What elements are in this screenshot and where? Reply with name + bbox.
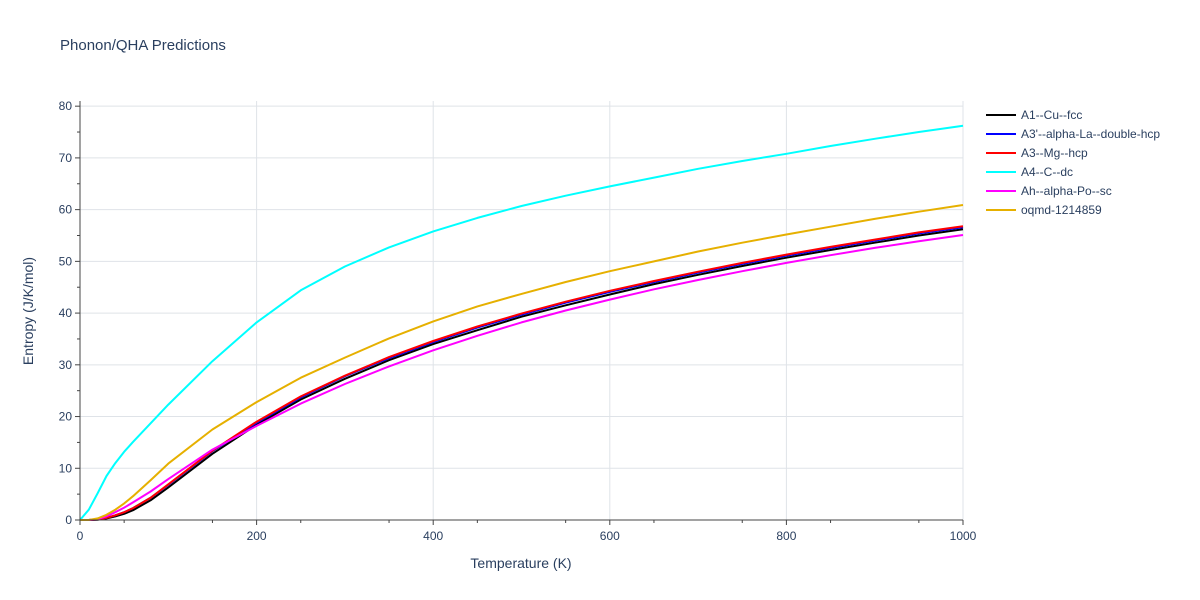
legend-label: A4--C--dc [1021, 165, 1073, 179]
axes [75, 101, 964, 525]
legend-item[interactable]: Ah--alpha-Po--sc [986, 184, 1112, 198]
series-line-4 [80, 234, 964, 521]
x-tick-label: 1000 [950, 529, 977, 543]
grid-lines [80, 101, 964, 520]
legend-item[interactable]: oqmd-1214859 [986, 203, 1102, 217]
x-tick-label: 0 [77, 529, 84, 543]
series-lines [79, 124, 964, 521]
y-tick-label: 50 [59, 254, 73, 268]
x-axis-title: Temperature (K) [470, 555, 571, 571]
legend-item[interactable]: A3--Mg--hcp [986, 146, 1088, 160]
y-tick-label: 60 [59, 203, 73, 217]
series-line-2 [80, 225, 964, 521]
y-tick-label: 70 [59, 151, 73, 165]
chart-title: Phonon/QHA Predictions [60, 37, 226, 54]
x-tick-label: 800 [776, 529, 796, 543]
x-tick-label: 400 [423, 529, 443, 543]
y-tick-label: 40 [59, 306, 73, 320]
y-tick-label: 20 [59, 410, 73, 424]
y-axis-title: Entropy (J/K/mol) [20, 257, 36, 365]
series-line-5 [80, 204, 964, 521]
y-tick-label: 10 [59, 461, 73, 475]
legend[interactable]: A1--Cu--fcc A3'--alpha-La--double-hcp A3--… [986, 108, 1160, 217]
legend-item[interactable]: A3'--alpha-La--double-hcp [986, 127, 1160, 141]
y-tick-label: 0 [65, 513, 72, 527]
series-line-0 [80, 228, 964, 521]
y-tick-label: 30 [59, 358, 73, 372]
series-line-1 [80, 226, 964, 521]
legend-label: Ah--alpha-Po--sc [1021, 184, 1112, 198]
y-tick-label: 80 [59, 99, 73, 113]
legend-label: A1--Cu--fcc [1021, 108, 1082, 122]
x-tick-label: 600 [600, 529, 620, 543]
legend-label: oqmd-1214859 [1021, 203, 1102, 217]
series-line-3 [79, 124, 964, 521]
legend-item[interactable]: A1--Cu--fcc [986, 108, 1082, 122]
legend-label: A3--Mg--hcp [1021, 146, 1088, 160]
x-tick-label: 200 [247, 529, 267, 543]
legend-item[interactable]: A4--C--dc [986, 165, 1073, 179]
legend-label: A3'--alpha-La--double-hcp [1021, 127, 1160, 141]
